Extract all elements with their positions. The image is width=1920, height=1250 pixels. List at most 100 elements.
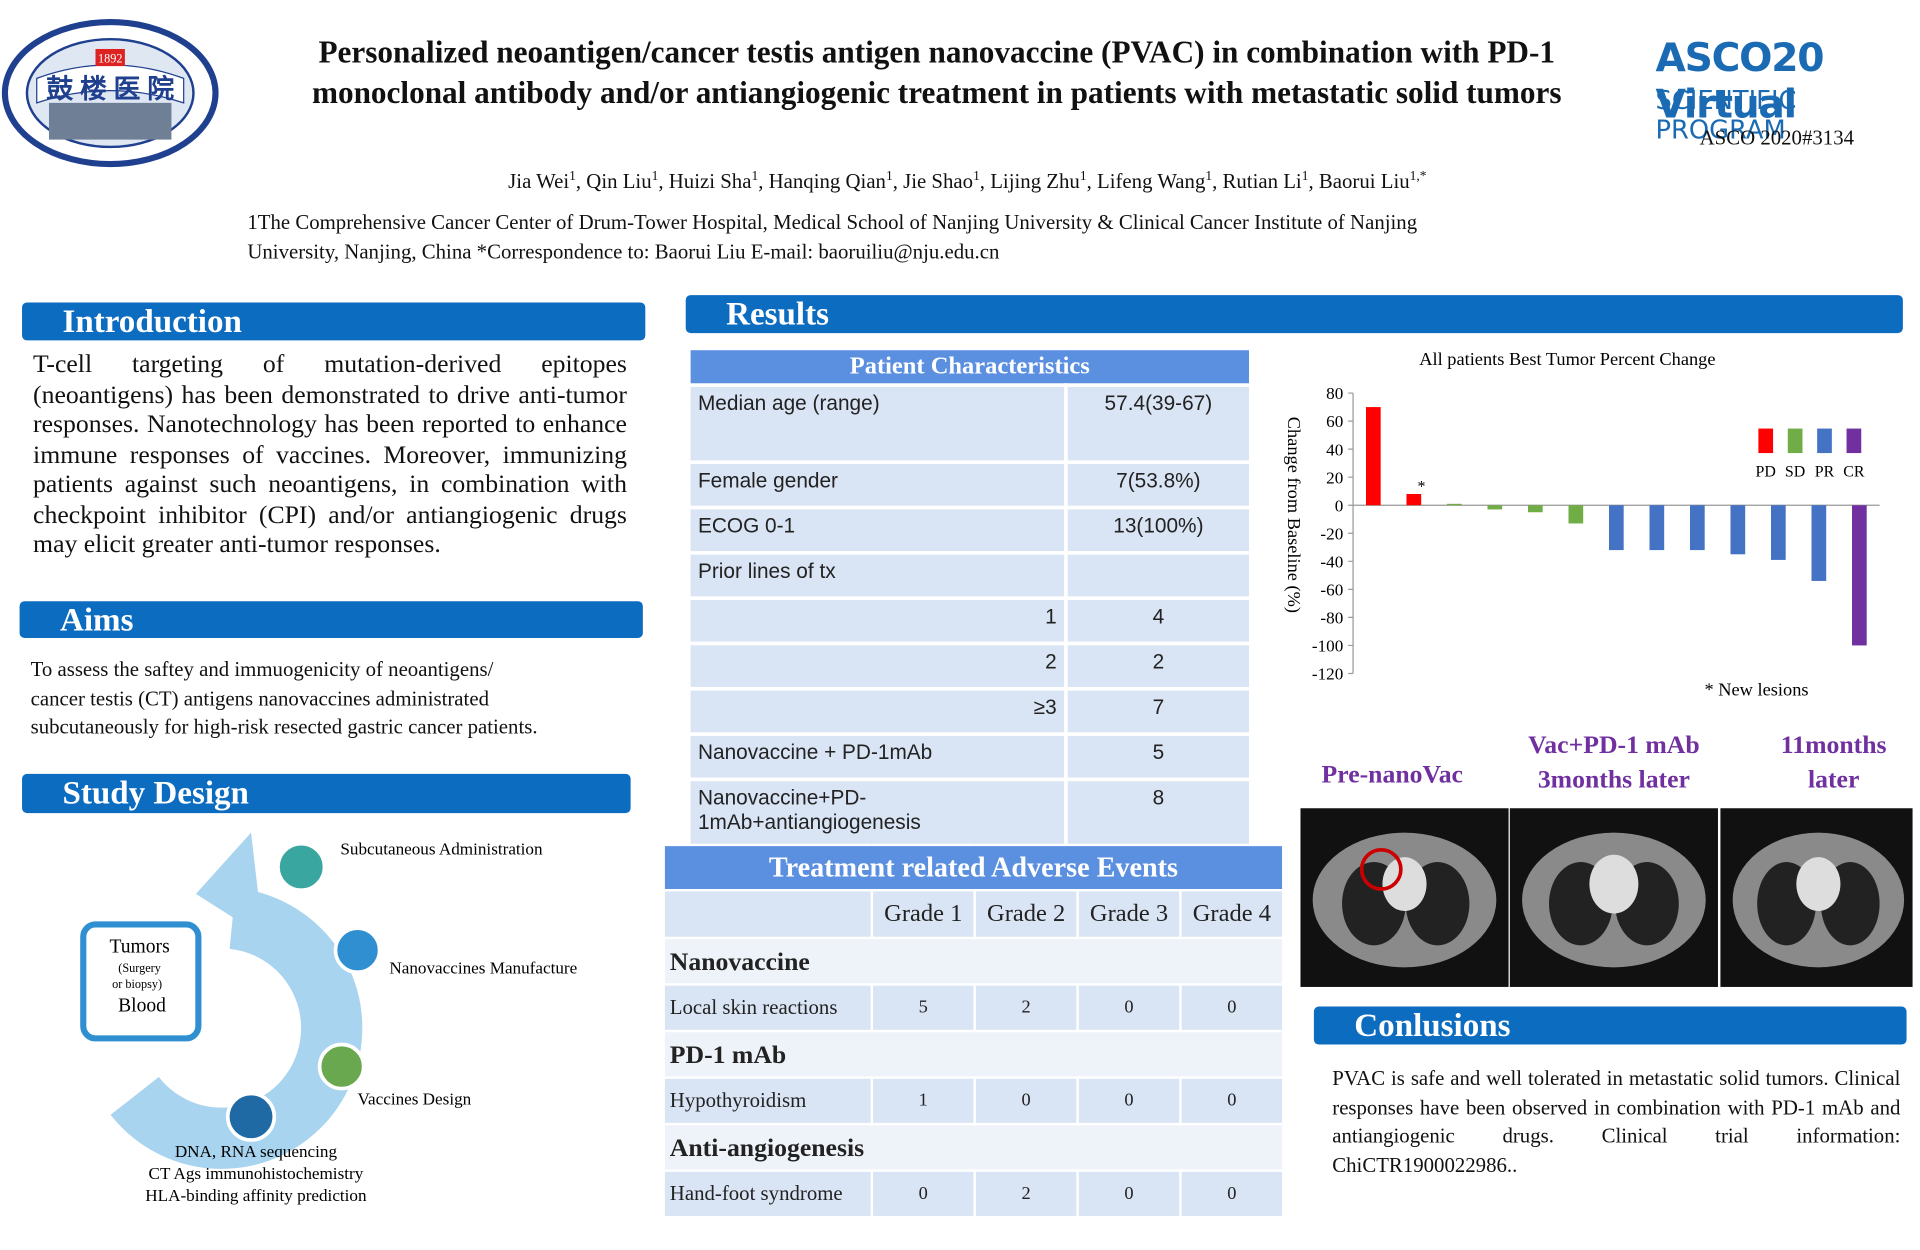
separator: ,	[758, 169, 769, 194]
bar	[1608, 505, 1624, 551]
column-header: Grade 1	[870, 888, 976, 940]
section-header: Introduction	[22, 302, 646, 341]
table-cell: 0	[1076, 983, 1182, 1033]
column-header: Grade 4	[1179, 888, 1285, 940]
aims-text: To assess the saftey and immuogenicity o…	[31, 655, 538, 741]
label-line: Vac+PD-1 mAb	[1528, 729, 1700, 760]
center-text: Blood	[118, 995, 166, 1016]
table-cell: 0	[1076, 1169, 1182, 1219]
table-row: Local skin reactions 5 2 0 0	[662, 983, 1285, 1033]
author-name: Jie Shao	[903, 169, 974, 194]
intro-text: T-cell targeting of mutation-derived epi…	[33, 348, 627, 559]
footnote: * New lesions	[1705, 680, 1809, 700]
table-cell: 1	[870, 1076, 976, 1126]
aims-line: To assess the saftey and immuogenicity o…	[30, 657, 494, 681]
table-cell: 0	[1179, 1076, 1285, 1126]
label-line: Pre-nanoVac	[1321, 759, 1463, 789]
section-name: Nanovaccine	[662, 936, 1285, 986]
ct-images	[1300, 808, 1913, 987]
y-tick-label: -20	[1320, 524, 1343, 543]
grade-row: Grade 1 Grade 2 Grade 3 Grade 4	[662, 888, 1285, 940]
table-cell: ≥3	[686, 686, 1068, 736]
author-sup: 1	[885, 168, 893, 184]
table-cell: Hand-foot syndrome	[662, 1169, 874, 1219]
section-header: Conlusions	[1313, 1006, 1907, 1045]
table-cell: 5	[870, 983, 976, 1033]
author-name: Hanqing Qian	[768, 169, 886, 194]
y-tick-label: -40	[1320, 552, 1343, 571]
author-name: Lifeng Wang	[1096, 169, 1206, 194]
y-tick-label: -100	[1312, 637, 1343, 656]
table-cell: 4	[1064, 596, 1253, 646]
author-sup: 1	[1301, 168, 1309, 184]
separator: ,	[658, 169, 669, 194]
table-cell: Hypothyroidism	[662, 1076, 874, 1126]
table-row: Nanovaccine + PD-1mAb 5	[686, 732, 1253, 782]
y-tick-label: -60	[1320, 580, 1343, 599]
table-row: ECOG 0-1 13(100%)	[686, 505, 1253, 555]
author-name: Lijing Zhu	[990, 169, 1080, 194]
y-axis-label: Change from Baseline (%)	[1283, 417, 1304, 613]
step-label: DNA, RNA sequencing	[175, 1142, 338, 1161]
image-label: Vac+PD-1 mAb 3months later	[1510, 727, 1718, 796]
separator: ,	[892, 169, 904, 194]
author-sup: 1	[1079, 168, 1087, 184]
heading: Aims	[60, 601, 134, 638]
table-cell: 2	[686, 641, 1068, 691]
step-label: Vaccines Design	[358, 1089, 472, 1108]
separator: ,	[1308, 169, 1319, 194]
aims-line: cancer testis (CT) antigens nanovaccines…	[30, 686, 489, 710]
legend-label: PR	[1815, 463, 1835, 480]
bar	[1487, 505, 1503, 510]
step-label: Subcutaneous Administration	[340, 840, 543, 859]
column-header: Grade 2	[973, 888, 1079, 940]
bar	[1568, 505, 1584, 524]
label-line: 11months	[1780, 729, 1887, 760]
y-tick-label: 40	[1326, 440, 1343, 459]
table-cell: 0	[870, 1169, 976, 1219]
asco-program: SCIENTIFIC PROGRAM	[1655, 85, 1797, 145]
bar	[1406, 494, 1422, 506]
table-cell: 0	[973, 1076, 1079, 1126]
label-line: later	[1807, 764, 1860, 794]
table-cell: 13(100%)	[1064, 505, 1253, 555]
author-name: Jia Wei	[508, 169, 570, 194]
column-header: Grade 3	[1076, 888, 1182, 940]
hospital-logo: 鼓 楼 医 院 1892	[1, 18, 219, 168]
section-row: Nanovaccine	[662, 936, 1285, 986]
bar	[1730, 505, 1746, 555]
table-cell: 2	[1064, 641, 1253, 691]
bar	[1771, 505, 1786, 560]
section-header: Results	[685, 295, 1903, 334]
table-title: Patient Characteristics	[686, 346, 1253, 387]
abstract-id: ASCO 2020#3134	[1699, 126, 1855, 150]
center-text: (Surgery	[118, 961, 161, 975]
separator: ,	[1086, 169, 1097, 194]
image-label: 11months later	[1739, 727, 1920, 796]
y-tick-label: 80	[1326, 384, 1343, 403]
table-header-row: Patient Characteristics	[686, 346, 1253, 387]
author-sup: 1	[651, 168, 659, 184]
asco-logo: ASCO20 Virtual	[1655, 34, 1825, 128]
table-cell: 0	[1179, 1169, 1285, 1219]
author-sup: 1	[973, 168, 980, 184]
legend-swatch	[1846, 428, 1862, 454]
logo-text: 鼓 楼 医 院	[46, 73, 174, 104]
title-line: Personalized neoantigen/cancer testis an…	[318, 34, 1556, 70]
bar	[1446, 503, 1462, 506]
y-tick-label: -120	[1312, 665, 1343, 684]
aims-line: subcutaneously for high-risk resected ga…	[30, 715, 538, 739]
table-cell: 57.4(39-67)	[1064, 383, 1253, 465]
table-row: Female gender 7(53.8%)	[686, 460, 1253, 510]
section-header: Study Design	[22, 773, 631, 814]
table-row: Prior lines of tx	[686, 551, 1253, 601]
section-row: PD-1 mAb	[662, 1029, 1285, 1079]
waterfall-chart: All patients Best Tumor Percent Change Ch…	[1283, 349, 1880, 700]
separator: ,	[979, 169, 991, 194]
table-header-row: Treatment related Adverse Events	[662, 843, 1285, 892]
section-header: Aims	[19, 601, 643, 638]
legend-swatch	[1758, 428, 1774, 454]
annotation: *	[1417, 479, 1425, 496]
table-title: Treatment related Adverse Events	[662, 843, 1285, 892]
